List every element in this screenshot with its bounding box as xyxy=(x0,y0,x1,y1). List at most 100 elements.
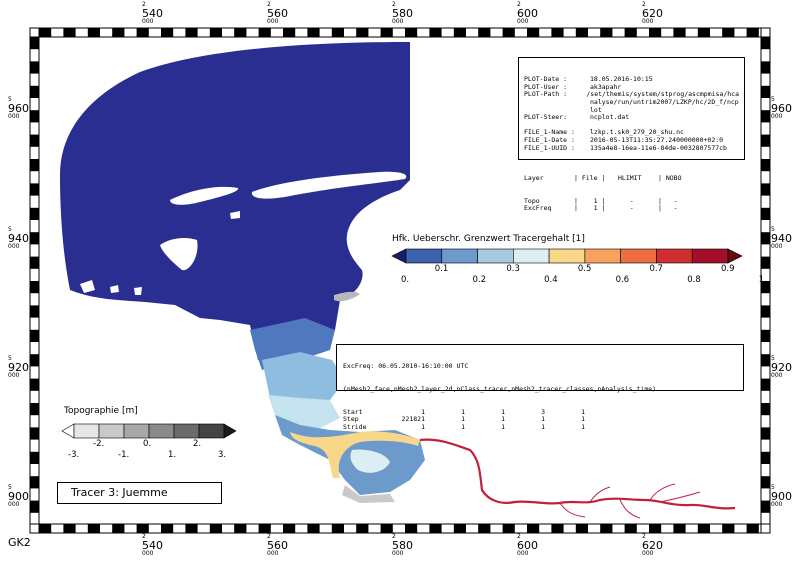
frame-tick xyxy=(307,524,320,533)
frame-tick xyxy=(185,28,198,37)
tracer-name-label: Tracer 3: Juemme xyxy=(57,482,222,504)
estuary-gray-margin xyxy=(342,485,395,503)
frame-tick xyxy=(283,524,296,533)
island-small-1 xyxy=(230,211,240,219)
hlimit-header: HLIMIT xyxy=(618,173,642,182)
excfreq-dims: (nMesh2_face,nMesh2_layer_2d,nClass_trac… xyxy=(343,384,657,393)
plot-info-key xyxy=(524,99,590,107)
x-tick-label-top: 2 580 000 xyxy=(392,1,413,25)
layer-table-cell: - xyxy=(618,204,642,213)
crs-label: GK2 xyxy=(8,536,31,549)
frame-tick xyxy=(30,500,39,513)
layer-table-cell: Topo xyxy=(524,196,540,205)
frame-corner xyxy=(29,523,40,534)
topo-colorbar-segment xyxy=(123,423,150,439)
frame-tick xyxy=(30,134,39,147)
tracer-legend-label-bottom: 0.6 xyxy=(615,275,630,285)
plot-info-value: ncplot.dat xyxy=(590,113,630,122)
plot-info-row: PLOT-Path : /set/themis/system/stprog/asc… xyxy=(524,91,739,99)
frame-tick xyxy=(624,28,637,37)
plot-info-value: lzkp.t.sk0_279_20_shu.nc xyxy=(590,128,684,137)
tracer-legend-label-top: 0.7 xyxy=(649,264,663,274)
frame-corner xyxy=(760,27,771,38)
frame-tick xyxy=(30,329,39,342)
layer-table-cell: | - xyxy=(658,196,678,205)
excfreq-cell: 1 xyxy=(541,415,545,424)
layer-table-cell: | 1 | xyxy=(574,196,606,205)
frame-tick xyxy=(761,329,770,342)
frame-tick xyxy=(761,281,770,294)
tracer-legend-label-bottom: 0.2 xyxy=(472,275,487,285)
tracer-colorbar-segment xyxy=(584,248,621,264)
topo-colorbar-max-arrow xyxy=(223,423,237,439)
topo-legend-label: 3. xyxy=(218,450,227,460)
frame-tick xyxy=(575,524,588,533)
x-tick-label-top: 2 600 000 xyxy=(517,1,538,25)
tracer-colorbar xyxy=(391,248,743,264)
frame-tick xyxy=(624,524,637,533)
shoal-gray xyxy=(334,291,360,302)
frame-tick xyxy=(161,28,174,37)
frame-tick xyxy=(112,524,125,533)
excfreq-cell: Start xyxy=(343,407,363,416)
frame-tick xyxy=(30,232,39,245)
tracer-legend-label-bottom: 0. xyxy=(401,275,410,285)
frame-tick xyxy=(527,524,540,533)
frame-tick xyxy=(30,451,39,464)
y-tick-label-right: 5 900 000 xyxy=(771,484,792,508)
plot-info-rows: PLOT-Date : 18.05.2016-10:15 PLOT-User : ak… xyxy=(524,76,739,160)
excfreq-cell: 221821 xyxy=(401,415,425,424)
frame-tick xyxy=(331,524,344,533)
y-tick-label-left: 5 920 000 xyxy=(8,355,29,379)
excfreq-cell: 1 xyxy=(581,407,585,416)
frame-tick-pattern xyxy=(29,27,771,534)
frame-tick xyxy=(380,28,393,37)
excfreq-cell: 1 xyxy=(581,415,585,424)
frame-tick xyxy=(761,61,770,74)
frame-tick xyxy=(761,85,770,98)
frame-tick xyxy=(761,305,770,318)
frame-corner xyxy=(760,523,771,534)
frame-tick xyxy=(761,183,770,196)
frame-tick xyxy=(746,524,759,533)
river-branch-4 xyxy=(659,491,701,503)
river-branch-2 xyxy=(619,499,641,519)
excfreq-cell: 1 xyxy=(461,422,465,431)
frame-tick xyxy=(87,524,100,533)
frame-tick xyxy=(478,28,491,37)
x-tick-label-bottom: 2 620 000 xyxy=(642,533,663,557)
tracer-colorbar-segment xyxy=(691,248,729,264)
y-tick-label-right: 5 940 000 xyxy=(771,226,792,250)
plot-info-key xyxy=(524,152,590,160)
frame-tick xyxy=(87,28,100,37)
plot-info-row: FILE_1-UUID : 135a4e8-16ea-11e6-84de-0032… xyxy=(524,143,739,153)
y-tick-label-left: 5 900 000 xyxy=(8,484,29,508)
x-tick-label-bottom: 2 540 000 xyxy=(142,533,163,557)
frame-tick xyxy=(30,281,39,294)
topo-legend-label: -1. xyxy=(118,450,130,460)
excfreq-info-box: ExcFreq: 06.05.2010-16:10:00 UTC (nMesh2… xyxy=(336,344,744,431)
file-header: | File | xyxy=(574,173,606,182)
frame-tick xyxy=(30,403,39,416)
estuary-mid-blue xyxy=(250,318,335,370)
tracer-legend-label-top: 0.5 xyxy=(577,264,592,274)
frame-tick xyxy=(63,28,76,37)
y-tick-label-right: 5 920 000 xyxy=(771,355,792,379)
plot-info-row: FILE_1-Date : 2016-05-13T11:35:27.2400000… xyxy=(524,135,739,145)
frame-tick xyxy=(761,110,770,123)
frame-tick xyxy=(502,524,515,533)
island-large xyxy=(251,171,407,199)
tracer-legend-label-bottom: 0.8 xyxy=(687,275,701,285)
plot-info-row xyxy=(524,152,739,160)
plot-info-value xyxy=(590,152,594,160)
plot-info-key: PLOT-Path : xyxy=(524,90,568,99)
frame-tick xyxy=(30,37,39,50)
plot-info-key: FILE_1-Date : xyxy=(524,135,575,144)
excfreq-cell: 1 xyxy=(501,422,505,431)
frame-tick xyxy=(30,476,39,489)
plot-info-value: 135a4e8-16ea-11e6-84de-0032807577cb xyxy=(590,143,727,152)
frame-tick xyxy=(209,524,222,533)
estuary-inner-pale xyxy=(350,449,390,473)
frame-tick xyxy=(551,28,564,37)
tracer-legend-label-top: 0.3 xyxy=(506,264,520,274)
